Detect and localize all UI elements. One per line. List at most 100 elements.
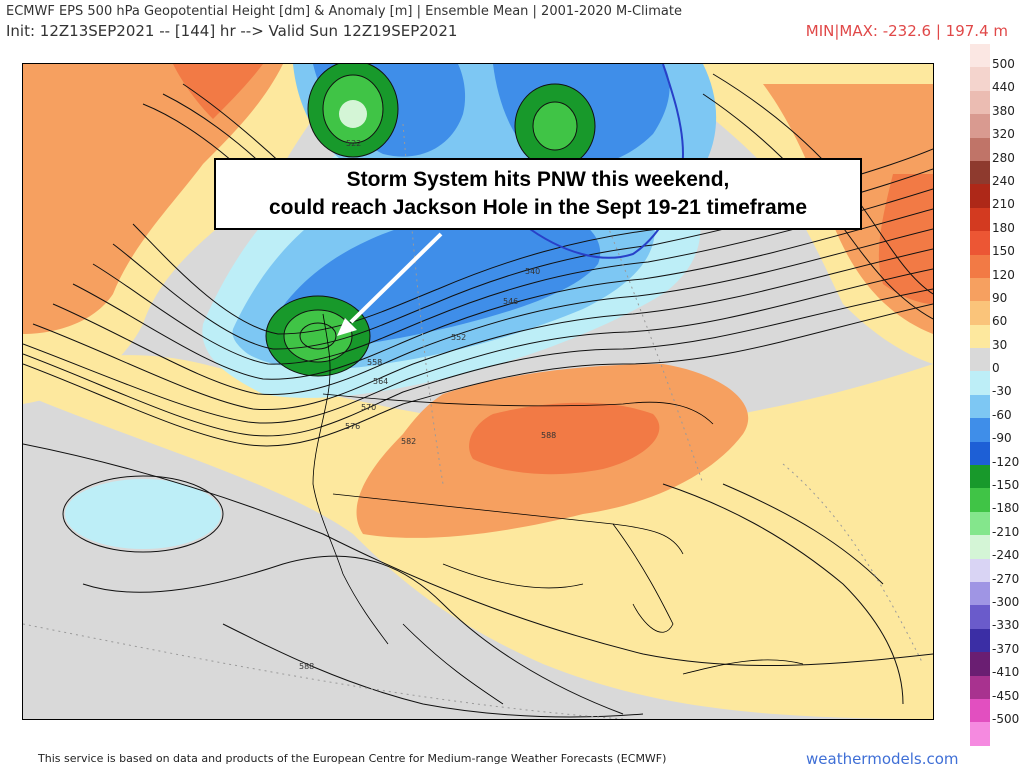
positive-anomaly-core-central-us (469, 402, 660, 475)
legend-row: 380 (970, 90, 1018, 118)
legend-swatch (970, 207, 990, 232)
legend-swatch (970, 535, 990, 559)
legend-row (970, 722, 1018, 746)
legend-label: -450 (992, 688, 1020, 703)
legend-row: -150 (970, 465, 1019, 492)
legend-label: 280 (992, 150, 1015, 165)
legend-label: -270 (992, 571, 1020, 586)
pnw-storm-low-inner (284, 310, 352, 362)
legend-row: 440 (970, 67, 1018, 94)
legend-label: 320 (992, 127, 1015, 142)
brand-link[interactable]: weathermodels.com (806, 750, 959, 768)
deep-low-northwest-core (339, 100, 367, 128)
legend-row: 60 (970, 301, 1018, 328)
contour-label-546: 546 (503, 297, 518, 306)
legend-row: -500 (970, 698, 1019, 726)
legend-swatch (970, 628, 990, 653)
legend-label: 440 (992, 80, 1015, 95)
legend-row: -210 (970, 511, 1019, 539)
legend-row: -240 (970, 535, 1019, 562)
legend-swatch (970, 301, 990, 325)
legend-row: 0 (970, 348, 1018, 375)
contour-label-588-east: 588 (541, 431, 556, 440)
legend-row: 280 (970, 137, 1018, 165)
legend-row: 240 (970, 160, 1018, 188)
legend-row: -120 (970, 441, 1019, 469)
legend-label: 0 (992, 361, 1000, 376)
callout-arrow (337, 232, 443, 336)
legend-swatch (970, 418, 990, 442)
coastlines-borders (312, 313, 804, 705)
legend-row: 320 (970, 114, 1018, 141)
legend-row: -300 (970, 581, 1019, 609)
legend-row: -30 (970, 371, 1018, 398)
anomaly-color-legend: 500 440 380 320 280 240 210 180 150 120 90 60 30 0 -30… (970, 44, 1020, 746)
legend-label: 150 (992, 244, 1015, 259)
contour-label-540: 540 (525, 267, 540, 276)
legend-swatch (970, 488, 990, 512)
legend-label: 380 (992, 103, 1015, 118)
legend-label: 180 (992, 220, 1015, 235)
legend-swatch (970, 90, 990, 115)
legend-swatch (970, 114, 990, 138)
legend-row: -410 (970, 652, 1019, 679)
legend-row: -180 (970, 488, 1019, 515)
callout-line-2: could reach Jackson Hole in the Sept 19-… (268, 196, 808, 219)
legend-row: -60 (970, 394, 1018, 422)
legend-label: -90 (992, 431, 1012, 446)
legend-swatch (970, 277, 990, 302)
legend-label: 240 (992, 173, 1015, 188)
ecmwf-attribution: This service is based on data and produc… (38, 752, 667, 765)
legend-swatch (970, 371, 990, 395)
legend-swatch (970, 558, 990, 582)
legend-swatch (970, 67, 990, 91)
legend-swatch (970, 698, 990, 723)
contour-labels: 522 546 540 552 558 564 570 576 582 588 … (299, 139, 556, 671)
contour-label-576: 576 (345, 422, 360, 431)
contour-label-522: 522 (346, 139, 361, 148)
legend-swatch (970, 231, 990, 255)
contour-label-588-south: 588 (299, 662, 314, 671)
legend-swatch (970, 605, 990, 629)
legend-label: 120 (992, 267, 1015, 282)
legend-label: -410 (992, 665, 1020, 680)
deep-low-northeast-inner (533, 102, 577, 150)
legend-label: -210 (992, 524, 1020, 539)
legend-swatch (970, 465, 990, 489)
legend-row: -270 (970, 558, 1019, 586)
legend-row: -330 (970, 605, 1019, 632)
positive-anomaly-area-northwest (23, 64, 283, 334)
legend-row: -90 (970, 418, 1018, 445)
legend-row: 120 (970, 254, 1018, 282)
legend-swatch (970, 652, 990, 676)
contour-label-564: 564 (373, 377, 388, 386)
legend-label: -30 (992, 384, 1012, 399)
contour-label-570: 570 (361, 403, 376, 412)
legend-label: -180 (992, 501, 1020, 516)
legend-swatch (970, 394, 990, 419)
legend-swatch (970, 722, 990, 746)
legend-swatch (970, 137, 990, 161)
legend-row: 210 (970, 184, 1018, 211)
contour-label-582: 582 (401, 437, 416, 446)
legend-label: -500 (992, 711, 1020, 726)
legend-swatch (970, 441, 990, 466)
legend-row: 180 (970, 207, 1018, 235)
annotation-callout: Storm System hits PNW this weekend, coul… (214, 158, 862, 230)
contour-label-558: 558 (367, 358, 382, 367)
legend-label: -120 (992, 454, 1020, 469)
legend-label: 210 (992, 197, 1015, 212)
legend-label: 500 (992, 57, 1015, 71)
legend-row: 30 (970, 324, 1018, 352)
map-title: ECMWF EPS 500 hPa Geopotential Height [d… (6, 4, 682, 19)
legend-label: -150 (992, 478, 1020, 493)
legend-row: -370 (970, 628, 1019, 656)
pacific-negative-anomaly (65, 479, 221, 549)
legend-label: 90 (992, 290, 1008, 305)
legend-label: -330 (992, 618, 1020, 633)
legend-swatch (970, 324, 990, 349)
legend-row: 90 (970, 277, 1018, 305)
legend-swatch (970, 348, 990, 372)
legend-swatch (970, 511, 990, 536)
legend-label: -300 (992, 594, 1020, 609)
